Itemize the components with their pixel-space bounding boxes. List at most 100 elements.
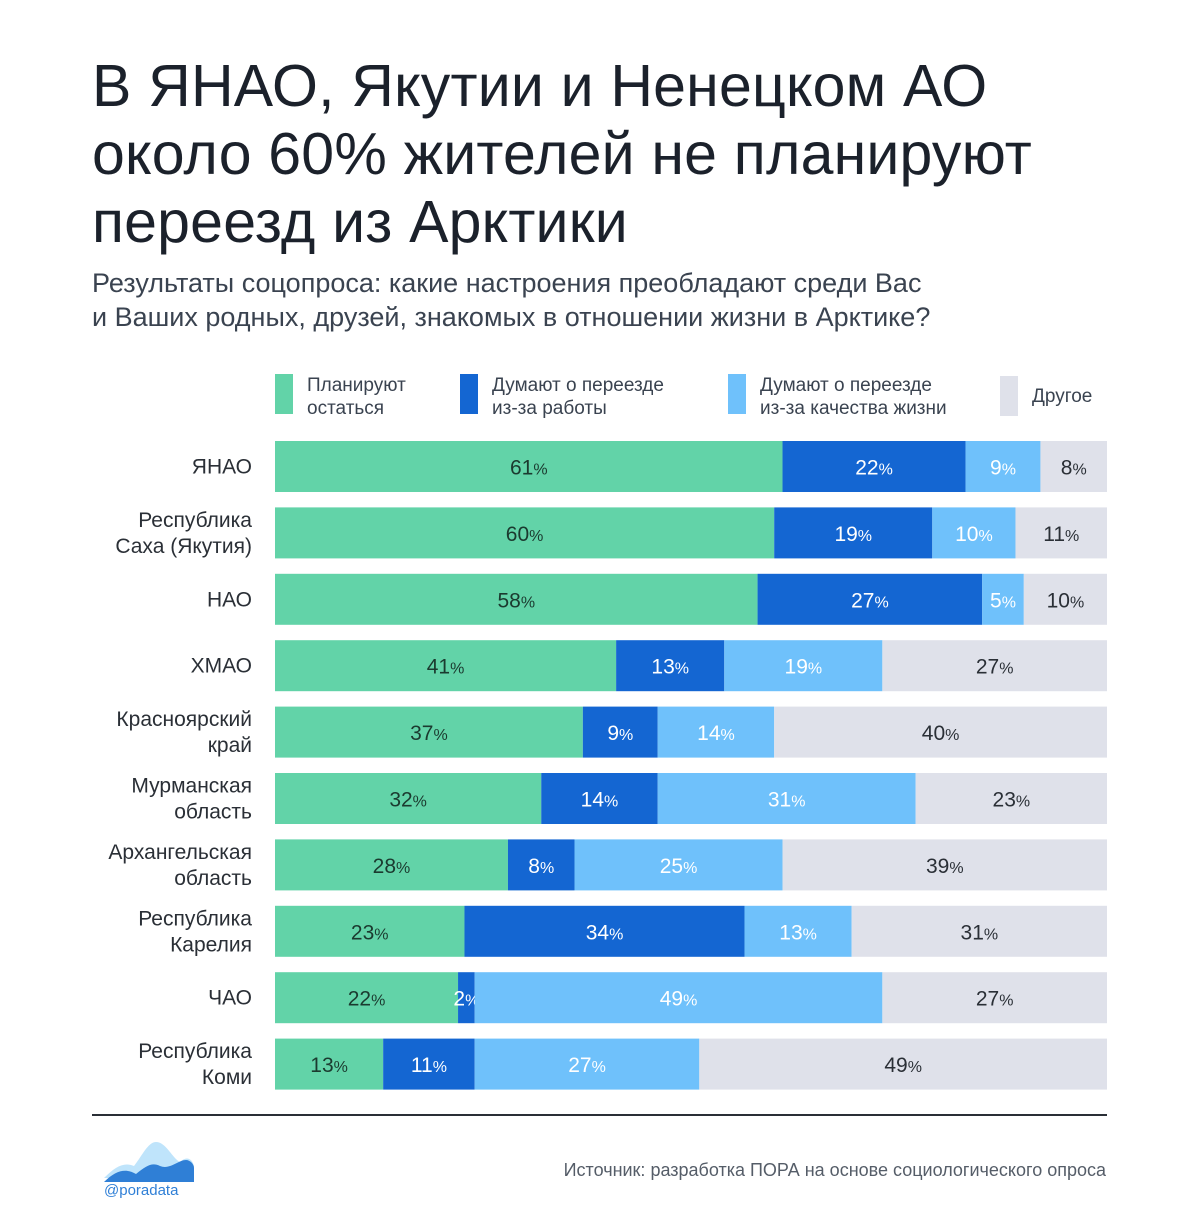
data-label: 9%	[607, 722, 633, 745]
data-label: 8%	[1061, 457, 1087, 480]
category-label: Красноярский край	[116, 708, 252, 757]
legend-swatch	[1000, 376, 1018, 416]
bar-segment	[275, 972, 459, 1024]
data-label: 9%	[990, 457, 1016, 480]
legend-label: Думают о переезде из-за работы	[492, 374, 664, 420]
legend-item-other: Другое	[1000, 374, 1092, 418]
legend-swatch	[460, 374, 478, 414]
data-label: 8%	[528, 855, 554, 878]
bar-segment	[464, 905, 745, 957]
bar-segment	[932, 507, 1016, 559]
category-label: Республика Саха (Якутия)	[115, 509, 252, 558]
category-label: Мурманская область	[131, 775, 252, 824]
legend-label-line: Планируют	[307, 375, 406, 396]
data-label: 60%	[506, 523, 544, 546]
subtitle-line: Результаты соцопроса: какие настроения п…	[92, 268, 922, 298]
data-label: 27%	[851, 589, 889, 612]
bar-segment	[474, 1038, 700, 1090]
data-label: 58%	[497, 589, 535, 612]
data-label: 49%	[884, 1054, 922, 1077]
bar-segment	[275, 441, 783, 492]
data-label: 14%	[581, 789, 619, 812]
data-label: 32%	[389, 789, 427, 812]
data-label: 22%	[855, 457, 893, 480]
subtitle-line: и Ваших родных, друзей, знакомых в отнош…	[92, 302, 931, 332]
data-label: 13%	[651, 656, 689, 679]
bar-segment	[1023, 573, 1107, 625]
data-label: 19%	[785, 656, 823, 679]
data-label: 23%	[993, 789, 1031, 812]
bar-segment	[882, 972, 1107, 1024]
bar-segment	[275, 905, 465, 957]
data-label: 23%	[351, 921, 389, 944]
bar-segment	[275, 839, 508, 891]
bar-segment	[965, 441, 1041, 492]
legend-label-line: остаться	[307, 398, 385, 419]
bar-segment	[782, 839, 1107, 891]
bar-segment	[699, 1038, 1107, 1090]
legend-label: Другое	[1032, 385, 1092, 408]
stacked-bar-chart: ЯНАО 61% 22% 9% 8% Республика Саха (Якутия) 60%…	[108, 441, 1107, 1090]
bar-segment	[383, 1038, 475, 1090]
data-label: 25%	[660, 855, 698, 878]
bar-segment	[982, 573, 1024, 625]
data-label: 13%	[310, 1054, 348, 1077]
category-label: Республика Коми	[138, 1040, 252, 1089]
source-note: Источник: разработка ПОРА на основе соци…	[563, 1160, 1106, 1180]
bar-segment	[757, 573, 983, 625]
data-label: 10%	[1047, 589, 1085, 612]
category-label: ХМАО	[191, 655, 252, 678]
bar-segment	[851, 905, 1107, 957]
legend-label: Думают о переезде из-за качества жизни	[760, 374, 947, 420]
data-label: 5%	[990, 589, 1016, 612]
legend-label-line: Другое	[1032, 385, 1093, 407]
bar-segment	[474, 972, 883, 1024]
data-label: 37%	[410, 722, 448, 745]
legend-item-quality: Думают о переезде из-за качества жизни	[728, 374, 947, 420]
title-line: В ЯНАО, Якутии и Ненецком АО	[92, 53, 988, 119]
bar-segment	[582, 706, 658, 758]
bar-segment	[507, 839, 575, 891]
chart-legend: Планируют остаться Думают о переезде из-…	[0, 374, 1197, 422]
bar-segment	[275, 640, 617, 692]
title-line: около 60% жителей не планируют	[92, 121, 1032, 187]
page-title: В ЯНАО, Якутии и Ненецком АО около 60% ж…	[92, 52, 1172, 256]
legend-label-line: из-за работы	[492, 398, 607, 419]
category-label: Республика Карелия	[138, 907, 252, 956]
bar-segment	[774, 507, 933, 559]
footer-divider	[92, 1114, 1107, 1116]
bar-segment	[774, 706, 1107, 758]
bar-segment	[744, 905, 852, 957]
data-label: 27%	[976, 988, 1014, 1011]
bar-segment	[616, 640, 725, 692]
bar-segment	[657, 773, 916, 824]
bar-segment	[275, 507, 775, 559]
data-label: 61%	[510, 457, 548, 480]
data-label: 11%	[1043, 523, 1079, 546]
legend-item-stay: Планируют остаться	[275, 374, 406, 419]
bar-segment	[782, 441, 966, 492]
legend-label-line: из-за качества жизни	[760, 398, 947, 419]
bar-segment	[1040, 441, 1107, 492]
category-label: ЯНАО	[192, 456, 252, 479]
bar-segment	[574, 839, 783, 891]
data-label: 13%	[779, 921, 817, 944]
data-label: 39%	[926, 855, 964, 878]
data-label: 31%	[961, 921, 999, 944]
bar-segment	[657, 706, 775, 758]
bar-segment	[275, 573, 758, 625]
legend-label-line: Думают о переезде	[492, 375, 664, 396]
bar-segment	[724, 640, 883, 692]
data-label: 34%	[586, 921, 624, 944]
logo-text: @poradata	[104, 1182, 179, 1199]
data-label: 27%	[568, 1054, 606, 1077]
bar-segment	[275, 1038, 384, 1090]
category-label: ЧАО	[208, 987, 252, 1010]
bar-segment	[541, 773, 658, 824]
data-label: 28%	[373, 855, 411, 878]
data-label: 40%	[922, 722, 960, 745]
data-label: 41%	[427, 656, 465, 679]
bar-segment	[882, 640, 1107, 692]
legend-swatch	[275, 374, 293, 414]
bar-segment	[275, 773, 542, 824]
